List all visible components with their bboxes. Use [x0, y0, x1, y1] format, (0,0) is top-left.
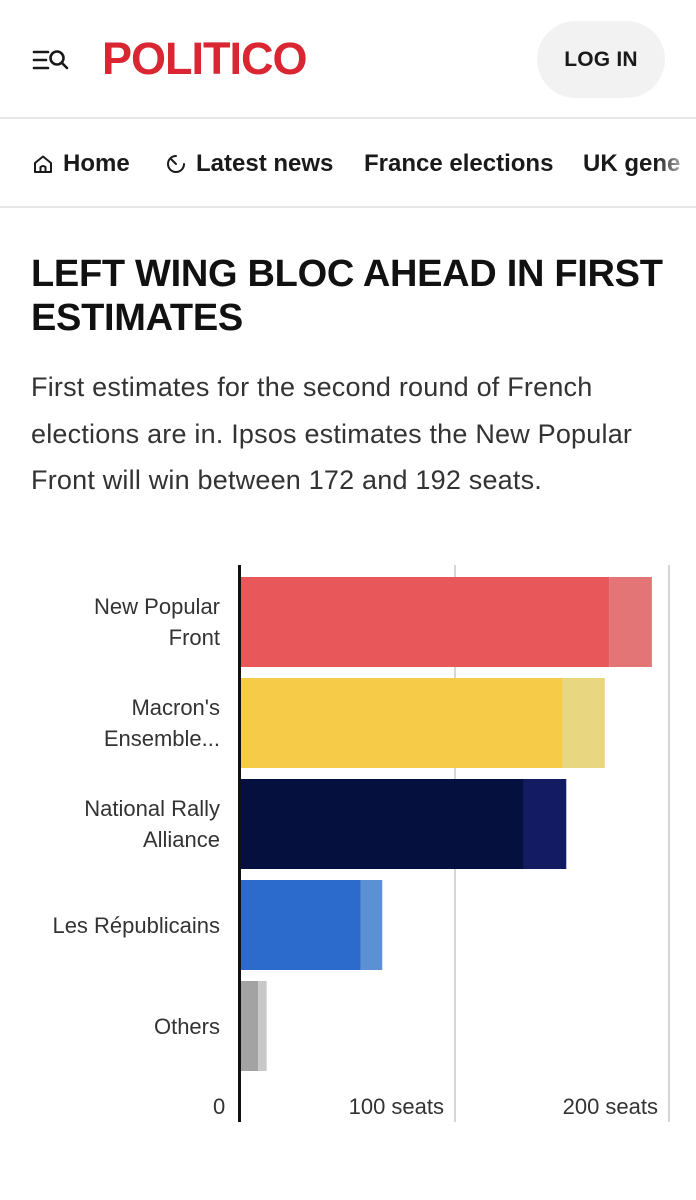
category-label: National Rally Alliance — [20, 793, 220, 855]
nav-label-home: Home — [63, 150, 130, 177]
category-label-line: Macron's — [131, 695, 220, 720]
bar-0-segment-0 — [241, 577, 610, 667]
politico-logo[interactable]: POLITICO — [102, 33, 307, 84]
x-tick-label: 200 seats — [562, 1094, 658, 1119]
article-headline: LEFT WING BLOC AHEAD IN FIRST ESTIMATES — [31, 253, 663, 339]
bar-1-segment-1 — [562, 678, 605, 768]
menu-search-icon[interactable] — [32, 46, 72, 74]
x-tick-label: 100 seats — [348, 1094, 444, 1119]
nav-scroll-fade — [656, 119, 696, 206]
bar-3-segment-1 — [360, 880, 383, 970]
bar-2-segment-0 — [241, 779, 524, 869]
category-label-line: National Rally — [84, 796, 220, 821]
article-dek: First estimates for the second round of … — [31, 372, 633, 495]
category-label: New Popular Front — [20, 591, 220, 653]
bar-4-segment-0 — [241, 981, 259, 1071]
login-button[interactable]: LOG IN — [537, 21, 665, 98]
nav-item-france-elections[interactable]: France elections — [364, 149, 553, 179]
category-label-line: Front — [168, 625, 220, 650]
category-label-line: New Popular — [94, 594, 220, 619]
seat-estimates-chart: New Popular Front Macron's Ensemble... Natio… — [0, 560, 696, 1140]
bar-4-segment-1 — [258, 981, 267, 1071]
category-label-line: Alliance — [142, 827, 220, 852]
bar-0-segment-1 — [609, 577, 652, 667]
home-icon — [34, 155, 52, 173]
bar-1-segment-0 — [241, 678, 562, 768]
clock-icon — [167, 155, 185, 173]
bar-2-segment-1 — [523, 779, 567, 869]
bar-3-segment-0 — [241, 880, 361, 970]
category-label: Others — [20, 1011, 220, 1042]
x-tick-label: 0 — [213, 1094, 226, 1119]
site-header: POLITICO LOG IN — [0, 0, 696, 119]
category-label-line: Ensemble... — [103, 726, 220, 751]
chart-canvas — [238, 565, 670, 1122]
nav-label-latest-news: Latest news — [196, 150, 334, 177]
category-label: Macron's Ensemble... — [20, 692, 220, 754]
nav-item-home[interactable]: Home — [32, 149, 130, 179]
category-label-line: Les Républicains — [52, 912, 220, 938]
nav-label-france-elections: France elections — [364, 150, 554, 177]
category-label: Les Républicains — [20, 910, 220, 941]
nav-item-latest-news[interactable]: Latest news — [165, 149, 333, 179]
category-label-line: Others — [153, 1013, 220, 1039]
section-nav: Home Latest news France elections UK gen… — [0, 119, 696, 208]
